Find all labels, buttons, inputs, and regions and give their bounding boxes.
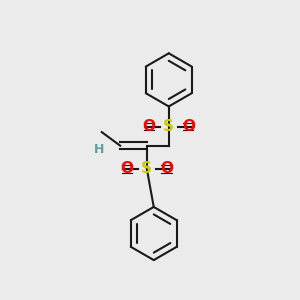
- Text: O: O: [182, 119, 195, 134]
- Text: O: O: [121, 161, 134, 176]
- Text: S: S: [163, 119, 174, 134]
- Text: O: O: [142, 119, 156, 134]
- Text: O: O: [160, 161, 173, 176]
- Text: H: H: [94, 143, 105, 156]
- Text: S: S: [141, 161, 152, 176]
